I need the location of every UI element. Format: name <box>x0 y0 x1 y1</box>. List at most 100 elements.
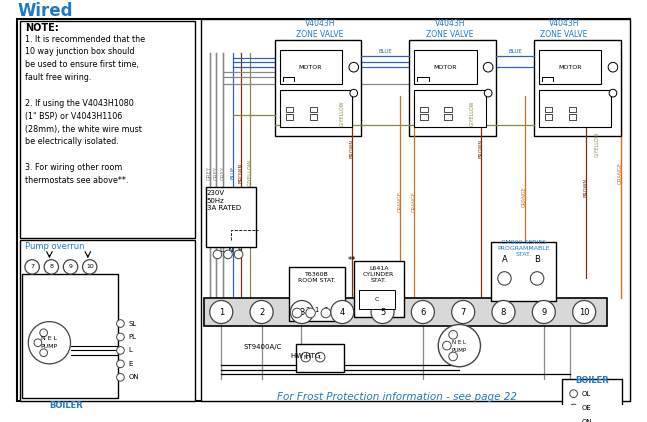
Text: **: ** <box>348 256 356 265</box>
Circle shape <box>28 322 71 364</box>
Text: BLUE: BLUE <box>230 166 236 179</box>
Text: CM900 SERIES
PROGRAMMABLE
STAT.: CM900 SERIES PROGRAMMABLE STAT. <box>498 240 550 257</box>
Circle shape <box>321 308 331 318</box>
Bar <box>285 114 293 120</box>
Text: 3: 3 <box>299 308 305 316</box>
Text: 2  1  3: 2 1 3 <box>306 307 329 313</box>
Circle shape <box>83 260 97 274</box>
Text: PUMP: PUMP <box>41 344 58 349</box>
Text: BROWN: BROWN <box>584 178 589 197</box>
Bar <box>280 50 342 84</box>
Circle shape <box>292 308 302 318</box>
Text: MOTOR: MOTOR <box>558 65 582 70</box>
Circle shape <box>483 62 493 72</box>
Text: GREY: GREY <box>221 166 226 180</box>
Text: B: B <box>534 255 540 264</box>
Bar <box>539 90 611 127</box>
Bar <box>309 114 317 120</box>
Text: 9: 9 <box>541 308 547 316</box>
Text: G/YELLOW: G/YELLOW <box>248 159 252 187</box>
Text: Pump overrun: Pump overrun <box>25 242 85 251</box>
Circle shape <box>301 352 311 362</box>
Text: E: E <box>128 361 133 367</box>
Bar <box>354 261 404 317</box>
Circle shape <box>210 300 233 324</box>
Text: G/YELLOW: G/YELLOW <box>594 131 599 157</box>
Circle shape <box>452 300 475 324</box>
Text: OE: OE <box>581 405 591 411</box>
Text: G/YELLOW: G/YELLOW <box>469 100 474 126</box>
Circle shape <box>116 320 124 327</box>
Circle shape <box>116 333 124 341</box>
Text: N: N <box>304 354 307 360</box>
Circle shape <box>116 360 124 368</box>
Text: ORANGE: ORANGE <box>411 191 417 212</box>
Circle shape <box>306 308 315 318</box>
Text: Wired: Wired <box>17 2 73 20</box>
Circle shape <box>63 260 78 274</box>
Text: SL: SL <box>128 321 137 327</box>
Bar <box>545 114 553 120</box>
Circle shape <box>25 260 39 274</box>
Bar <box>358 290 395 309</box>
Circle shape <box>224 250 232 259</box>
Circle shape <box>116 373 124 381</box>
Circle shape <box>371 300 394 324</box>
Circle shape <box>44 260 58 274</box>
Text: PL: PL <box>128 334 136 340</box>
Text: V4043H
ZONE VALVE
HTG1: V4043H ZONE VALVE HTG1 <box>296 19 344 50</box>
Text: ORANGE: ORANGE <box>618 162 623 184</box>
Bar <box>201 19 630 401</box>
Text: 2: 2 <box>259 308 264 316</box>
Text: N E L: N E L <box>452 340 466 345</box>
Circle shape <box>449 352 457 361</box>
Text: GREY: GREY <box>207 166 212 180</box>
Text: L641A
CYLINDER
STAT.: L641A CYLINDER STAT. <box>363 266 394 283</box>
Bar <box>491 242 556 301</box>
Text: L: L <box>128 347 132 353</box>
Bar <box>545 107 553 112</box>
Text: N E L: N E L <box>41 336 58 341</box>
Bar <box>410 41 496 136</box>
Text: 8: 8 <box>501 308 506 316</box>
Text: ON: ON <box>128 374 138 380</box>
Circle shape <box>116 346 124 354</box>
Circle shape <box>40 329 47 337</box>
Bar <box>562 379 622 422</box>
Circle shape <box>250 300 273 324</box>
Bar <box>444 107 452 112</box>
Text: BROWN: BROWN <box>239 162 244 183</box>
Circle shape <box>349 62 358 72</box>
Text: NOTE:: NOTE: <box>25 23 59 33</box>
Bar <box>21 273 118 398</box>
Bar <box>420 107 428 112</box>
Circle shape <box>492 300 515 324</box>
Text: L  N  E: L N E <box>219 247 242 253</box>
Text: 7: 7 <box>30 265 34 269</box>
Text: OL: OL <box>581 391 591 397</box>
Text: For Frost Protection information - see page 22: For Frost Protection information - see p… <box>277 392 517 402</box>
Bar <box>309 107 317 112</box>
Bar <box>296 344 344 373</box>
Text: 4: 4 <box>340 308 345 316</box>
Circle shape <box>449 330 457 339</box>
Text: T6360B
ROOM STAT.: T6360B ROOM STAT. <box>298 272 336 283</box>
Text: BROWN: BROWN <box>479 139 484 158</box>
Bar <box>206 187 256 247</box>
Text: ORANGE: ORANGE <box>397 191 402 212</box>
Circle shape <box>570 419 577 422</box>
Text: BOILER: BOILER <box>49 401 83 410</box>
Text: BLUE: BLUE <box>378 49 392 54</box>
Bar <box>289 267 345 321</box>
Bar <box>19 240 195 401</box>
Circle shape <box>573 300 596 324</box>
Bar <box>420 114 428 120</box>
Bar <box>569 114 576 120</box>
Text: BROWN: BROWN <box>349 139 355 158</box>
Circle shape <box>485 89 492 97</box>
Text: 7: 7 <box>461 308 466 316</box>
Text: L: L <box>319 354 322 360</box>
Text: G/YELLOW: G/YELLOW <box>340 100 345 126</box>
Bar <box>444 114 452 120</box>
Text: MOTOR: MOTOR <box>433 65 457 70</box>
